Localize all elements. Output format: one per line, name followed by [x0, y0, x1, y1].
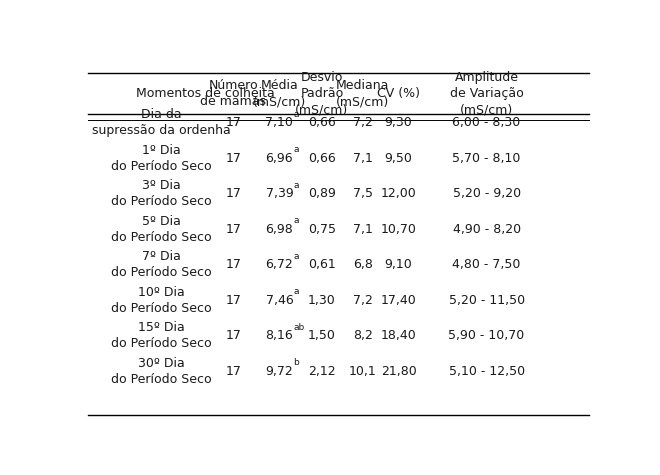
Text: 0,66: 0,66	[308, 116, 336, 129]
Text: 6,96: 6,96	[265, 152, 293, 165]
Text: 8,16: 8,16	[265, 329, 293, 342]
Text: 5,20 - 9,20: 5,20 - 9,20	[453, 187, 521, 200]
Text: 2,12: 2,12	[308, 365, 336, 378]
Text: a: a	[293, 216, 299, 225]
Text: 17: 17	[226, 365, 242, 378]
Text: 15º Dia
do Período Seco: 15º Dia do Período Seco	[112, 321, 212, 350]
Text: 17,40: 17,40	[381, 294, 416, 307]
Text: 10,70: 10,70	[381, 223, 416, 236]
Text: 17: 17	[226, 116, 242, 129]
Text: 10º Dia
do Período Seco: 10º Dia do Período Seco	[112, 286, 212, 315]
Text: 10,1: 10,1	[349, 365, 377, 378]
Text: 30º Dia
do Período Seco: 30º Dia do Período Seco	[112, 357, 212, 386]
Text: b: b	[293, 358, 299, 367]
Text: 4,80 - 7,50: 4,80 - 7,50	[452, 258, 521, 271]
Text: ab: ab	[293, 323, 304, 332]
Text: 4,90 - 8,20: 4,90 - 8,20	[453, 223, 521, 236]
Text: 7,39: 7,39	[265, 187, 293, 200]
Text: 17: 17	[226, 294, 242, 307]
Text: 0,75: 0,75	[308, 223, 336, 236]
Text: 5,20 - 11,50: 5,20 - 11,50	[449, 294, 525, 307]
Text: 0,89: 0,89	[308, 187, 336, 200]
Text: 7,10: 7,10	[265, 116, 293, 129]
Text: 12,00: 12,00	[381, 187, 416, 200]
Text: 7,1: 7,1	[353, 223, 373, 236]
Text: 17: 17	[226, 187, 242, 200]
Text: Dia da
supressão da ordenha: Dia da supressão da ordenha	[92, 108, 231, 137]
Text: 0,66: 0,66	[308, 152, 336, 165]
Text: 6,98: 6,98	[265, 223, 293, 236]
Text: a: a	[293, 110, 299, 119]
Text: a: a	[293, 252, 299, 261]
Text: 6,8: 6,8	[353, 258, 373, 271]
Text: 7,46: 7,46	[265, 294, 293, 307]
Text: 17: 17	[226, 223, 242, 236]
Text: a: a	[293, 145, 299, 154]
Text: Momentos de colheita: Momentos de colheita	[136, 87, 275, 100]
Text: 6,00 - 8,30: 6,00 - 8,30	[453, 116, 521, 129]
Text: 7,2: 7,2	[353, 116, 373, 129]
Text: 7,1: 7,1	[353, 152, 373, 165]
Text: 9,72: 9,72	[265, 365, 293, 378]
Text: 1,50: 1,50	[308, 329, 336, 342]
Text: 18,40: 18,40	[381, 329, 416, 342]
Text: Número
de mamas: Número de mamas	[201, 79, 267, 108]
Text: 9,50: 9,50	[385, 152, 412, 165]
Text: 17: 17	[226, 258, 242, 271]
Text: 7º Dia
do Período Seco: 7º Dia do Período Seco	[112, 250, 212, 279]
Text: a: a	[293, 180, 299, 190]
Text: 5,90 - 10,70: 5,90 - 10,70	[448, 329, 525, 342]
Text: 5,10 - 12,50: 5,10 - 12,50	[449, 365, 525, 378]
Text: 3º Dia
do Período Seco: 3º Dia do Período Seco	[112, 179, 212, 209]
Text: 17: 17	[226, 329, 242, 342]
Text: Média
(mS/cm): Média (mS/cm)	[253, 79, 306, 108]
Text: 7,2: 7,2	[353, 294, 373, 307]
Text: 6,72: 6,72	[265, 258, 293, 271]
Text: 9,10: 9,10	[385, 258, 412, 271]
Text: 7,5: 7,5	[353, 187, 373, 200]
Text: 1,30: 1,30	[308, 294, 336, 307]
Text: 1º Dia
do Período Seco: 1º Dia do Período Seco	[112, 144, 212, 173]
Text: Amplitude
de Variação
(mS/cm): Amplitude de Variação (mS/cm)	[449, 71, 523, 116]
Text: a: a	[293, 287, 299, 296]
Text: 17: 17	[226, 152, 242, 165]
Text: 5º Dia
do Período Seco: 5º Dia do Período Seco	[112, 215, 212, 244]
Text: Desvio
Padrão
(mS/cm): Desvio Padrão (mS/cm)	[295, 71, 348, 116]
Text: 5,70 - 8,10: 5,70 - 8,10	[452, 152, 521, 165]
Text: 0,61: 0,61	[308, 258, 336, 271]
Text: Mediana
(mS/cm): Mediana (mS/cm)	[336, 79, 389, 108]
Text: 8,2: 8,2	[353, 329, 373, 342]
Text: 21,80: 21,80	[381, 365, 416, 378]
Text: CV (%): CV (%)	[377, 87, 420, 100]
Text: 9,30: 9,30	[385, 116, 412, 129]
